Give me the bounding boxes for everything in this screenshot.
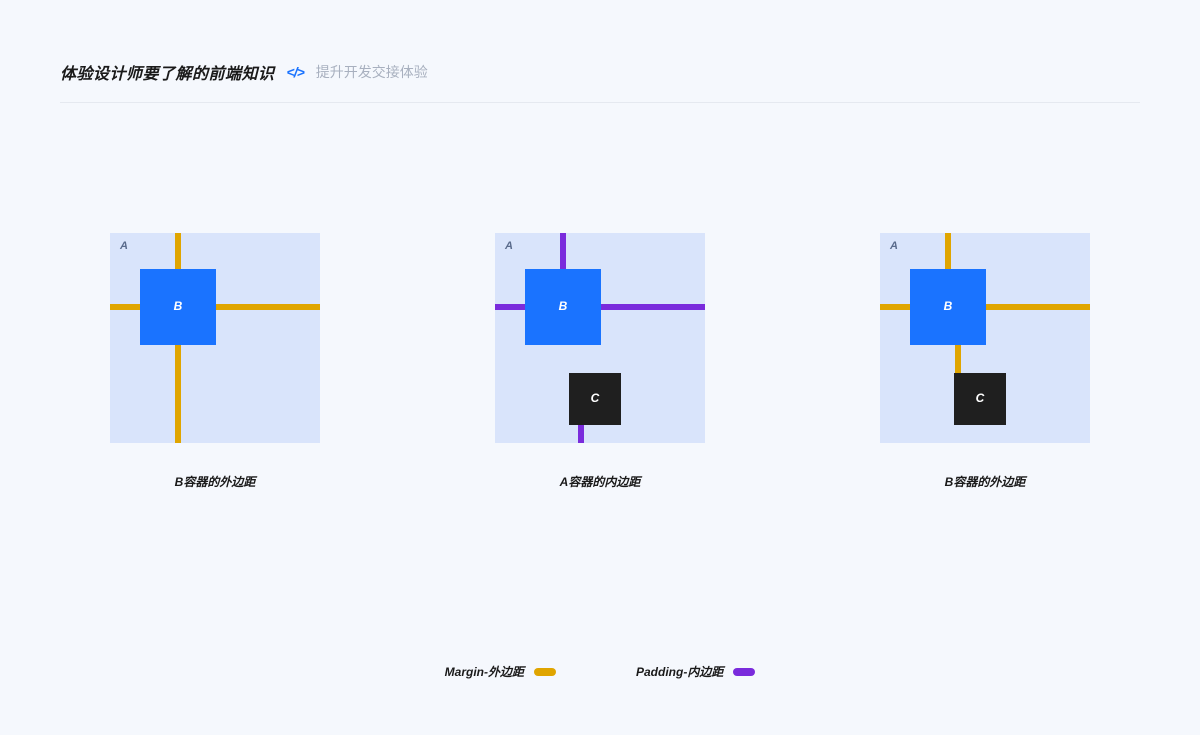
svg-text:A: A: [889, 240, 898, 252]
diagram-panel-1: B C A A容器的内边距: [495, 233, 705, 490]
diagram-panel-0: B A B容器的外边距: [110, 233, 320, 490]
page-title: 体验设计师要了解的前端知识: [60, 60, 275, 84]
svg-text:A: A: [119, 240, 128, 252]
legend-label: Padding-内边距: [636, 663, 723, 680]
legend-label: Margin-外边距: [445, 663, 524, 680]
diagram-box: B C A: [495, 233, 705, 443]
svg-text:C: C: [591, 391, 600, 405]
legend-swatch: [534, 668, 556, 676]
svg-text:B: B: [944, 299, 953, 313]
legend-swatch: [733, 668, 755, 676]
code-icon: </>: [287, 64, 304, 80]
diagram-caption: B容器的外边距: [175, 473, 256, 490]
page-header: 体验设计师要了解的前端知识 </> 提升开发交接体验: [60, 60, 1140, 103]
box-model-svg: B C A: [495, 233, 705, 443]
svg-text:B: B: [174, 299, 183, 313]
page-subtitle: 提升开发交接体验: [316, 62, 428, 82]
svg-text:A: A: [504, 240, 513, 252]
svg-text:B: B: [559, 299, 568, 313]
legend: Margin-外边距 Padding-内边距: [0, 663, 1200, 680]
box-model-svg: B C A: [880, 233, 1090, 443]
diagram-panel-2: B C A B容器的外边距: [880, 233, 1090, 490]
diagram-caption: A容器的内边距: [560, 473, 641, 490]
legend-item-1: Padding-内边距: [636, 663, 755, 680]
svg-text:C: C: [976, 391, 985, 405]
diagram-box: B C A: [880, 233, 1090, 443]
diagram-row: B A B容器的外边距 B C A A容器的内边距 B C A B容器的外边距: [60, 233, 1140, 490]
box-model-svg: B A: [110, 233, 320, 443]
legend-item-0: Margin-外边距: [445, 663, 556, 680]
diagram-box: B A: [110, 233, 320, 443]
diagram-caption: B容器的外边距: [945, 473, 1026, 490]
